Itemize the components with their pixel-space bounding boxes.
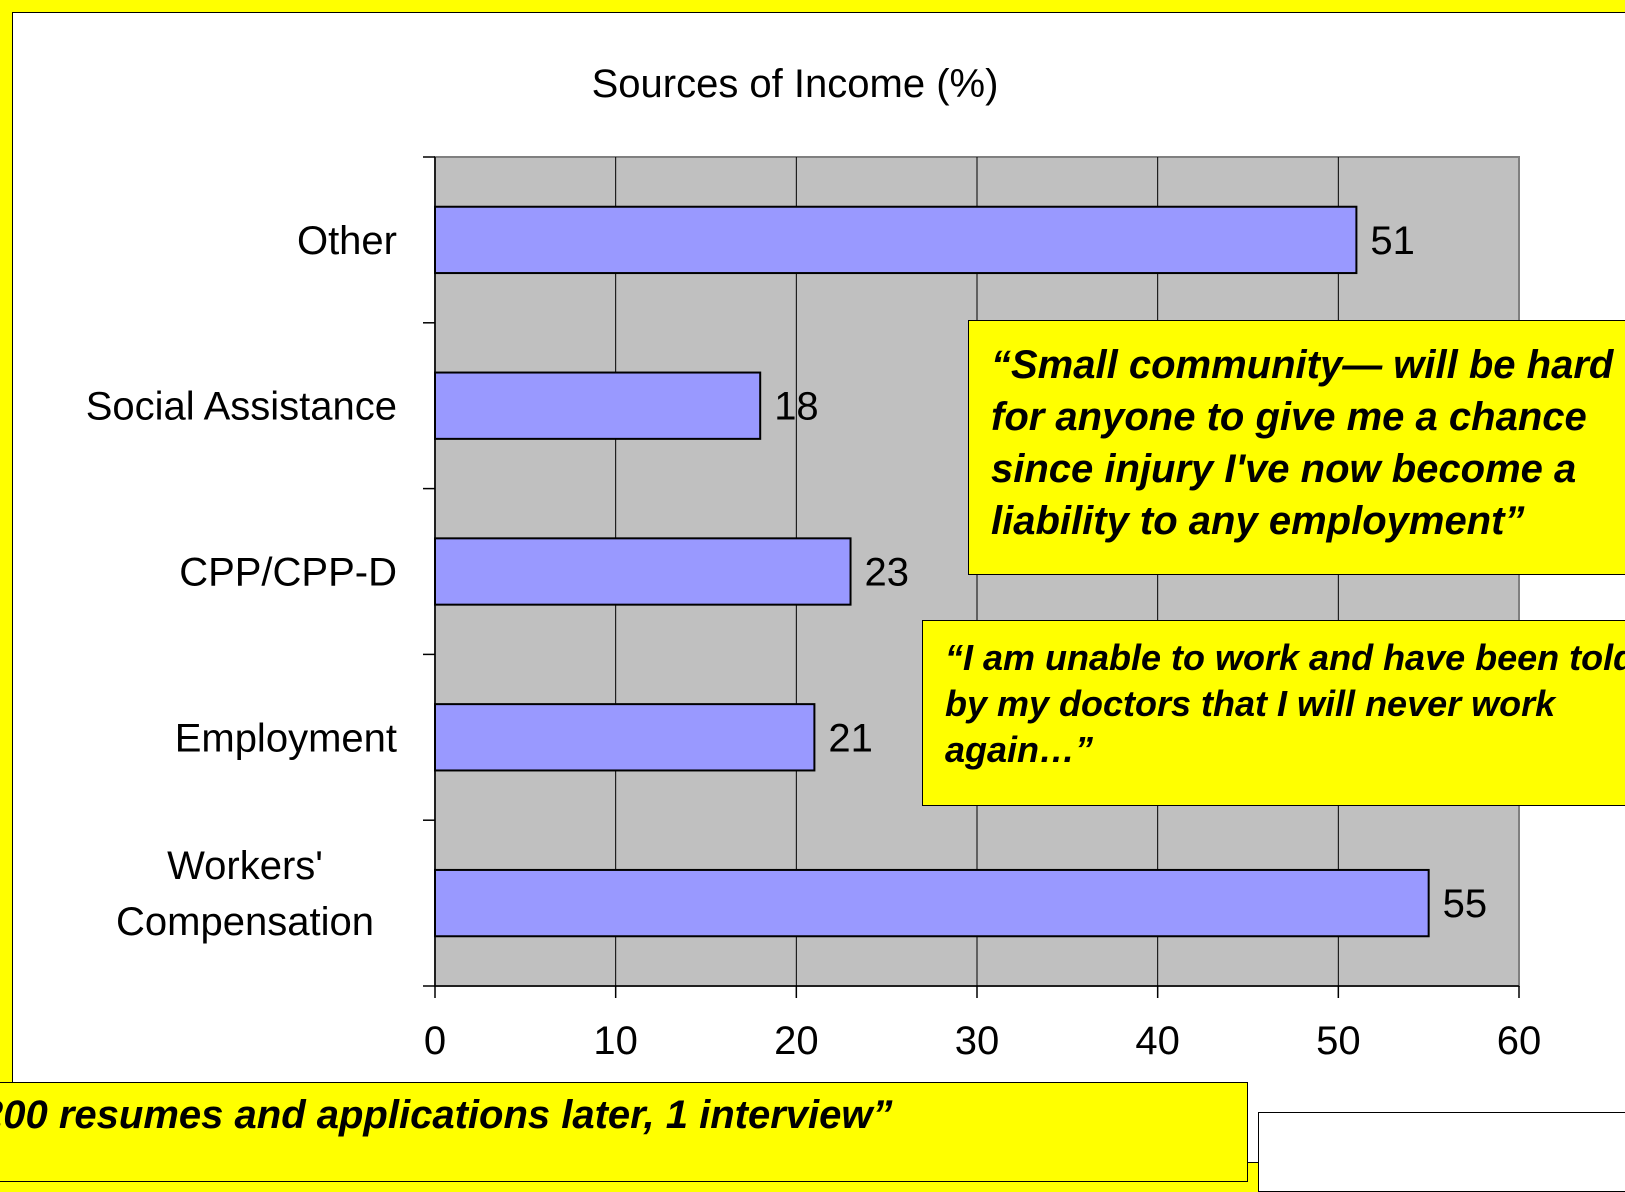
x-tick-label: 50 [1316, 1019, 1361, 1063]
x-tick-label: 40 [1135, 1019, 1180, 1063]
category-label: Other [297, 219, 397, 263]
x-tick-label: 60 [1497, 1019, 1542, 1063]
chart-panel: Sources of Income (%) 0 10 20 30 40 50 60 Other… [12, 12, 1625, 1163]
axes: 0 10 20 30 40 50 60 Other Social Assistance CPP/C… [86, 156, 1542, 1063]
x-tick-label: 20 [774, 1019, 819, 1063]
quote-callout-3: 200 resumes and applications later, 1 in… [0, 1082, 1248, 1182]
x-tick-label: 30 [955, 1019, 1000, 1063]
data-label: 51 [1370, 219, 1415, 263]
category-label: Workers' [167, 844, 323, 888]
bar [434, 703, 816, 772]
category-label: Employment [175, 716, 397, 760]
bar [434, 205, 1358, 275]
x-tick-label: 10 [593, 1019, 638, 1063]
data-label: 21 [828, 716, 873, 760]
bars: 51 18 23 21 55 [434, 205, 1488, 938]
quote-callout-2: “I am unable to work and have been told … [922, 620, 1625, 806]
x-tick-label: 0 [424, 1019, 446, 1063]
bar [434, 537, 852, 606]
data-label: 18 [774, 385, 819, 429]
category-label: Social Assistance [86, 385, 397, 429]
category-label: CPP/CPP-D [179, 551, 397, 595]
bar-chart: Sources of Income (%) 0 10 20 30 40 50 60 Other… [86, 62, 1542, 1063]
bar [434, 868, 1430, 938]
quote-callout-4 [1258, 1112, 1625, 1192]
category-label: Compensation [116, 900, 374, 944]
data-label: 23 [865, 551, 910, 595]
data-label: 55 [1443, 882, 1488, 926]
bar [434, 371, 762, 440]
quote-callout-1: “Small community— will be hard for anyon… [968, 320, 1625, 575]
chart-title: Sources of Income (%) [592, 62, 999, 106]
